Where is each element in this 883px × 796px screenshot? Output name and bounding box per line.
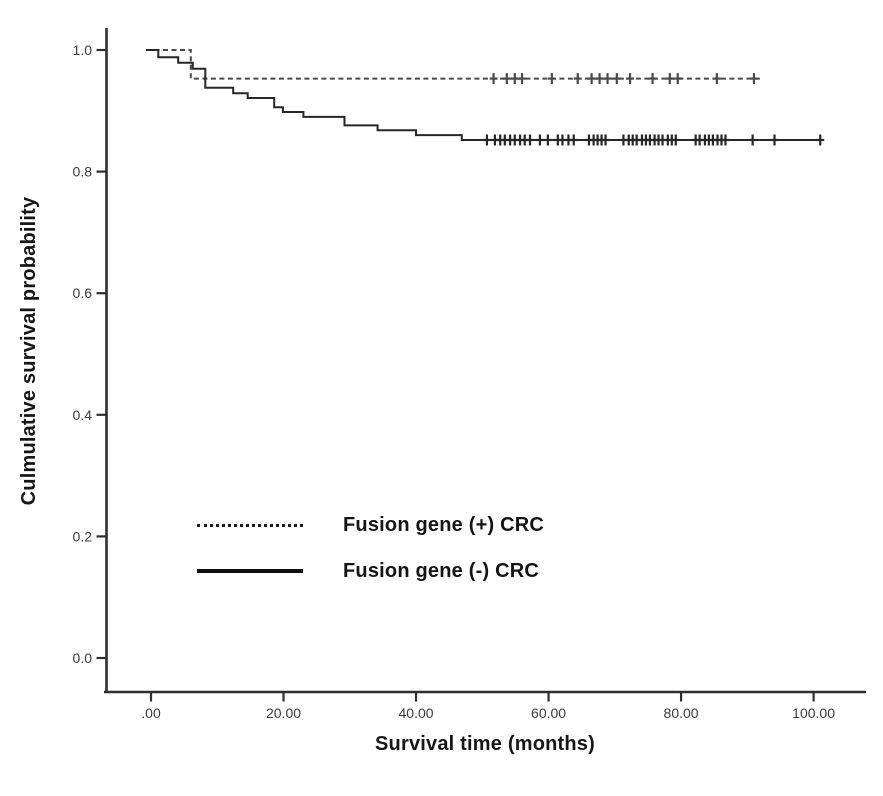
y-tick-label: 0.0: [73, 650, 93, 666]
y-tick-label: 0.6: [73, 285, 93, 301]
x-axis-title: Survival time (months): [375, 733, 595, 755]
legend-solid-line-sample: [197, 569, 303, 573]
x-tick-label: 100.00: [792, 705, 835, 721]
y-tick-label: 0.8: [73, 164, 93, 180]
legend-label-fusion-negative: Fusion gene (-) CRC: [343, 559, 540, 582]
y-tick-label: 0.4: [73, 407, 93, 423]
y-tick-label: 0.2: [73, 528, 93, 544]
survival-curve-fusion-positive: [146, 49, 761, 80]
x-tick-label: .00: [141, 705, 161, 721]
legend-item-fusion-positive: Fusion gene (+) CRC: [197, 513, 544, 537]
survival-curve-fusion-negative: [146, 49, 823, 141]
legend-item-fusion-negative: Fusion gene (-) CRC: [197, 559, 539, 583]
y-axis-title: Culmulative survival probability: [18, 196, 40, 506]
x-tick-label: 80.00: [664, 705, 699, 721]
legend-dotted-line-sample: [197, 523, 303, 527]
y-tick-label: 1.0: [73, 42, 93, 58]
x-tick-label: 40.00: [399, 705, 434, 721]
legend-label-fusion-positive: Fusion gene (+) CRC: [343, 513, 545, 536]
x-tick-label: 20.00: [266, 705, 301, 721]
x-tick-label: 60.00: [531, 705, 566, 721]
